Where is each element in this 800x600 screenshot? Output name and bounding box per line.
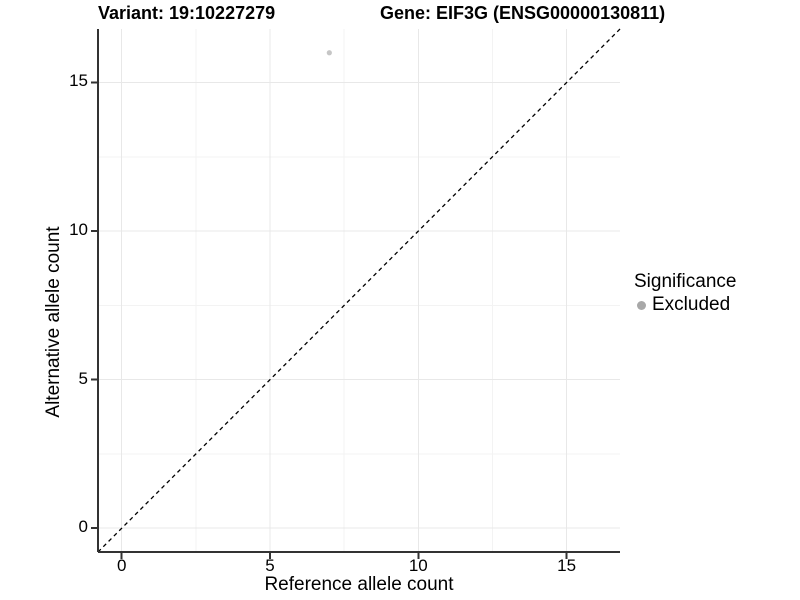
x-axis-label: Reference allele count: [264, 574, 454, 595]
x-tick-label: 10: [408, 556, 428, 575]
legend-entries: Excluded: [634, 294, 736, 316]
y-tick-label: 15: [69, 71, 88, 91]
y-axis-label: Alternative allele count: [43, 226, 64, 418]
plot-panel: [91, 28, 621, 559]
legend-point-icon: [637, 300, 646, 310]
y-tick-label: 10: [69, 220, 88, 240]
title-variant: Variant: 19:10227279: [98, 3, 276, 23]
y-tick-label: 0: [78, 517, 88, 537]
identity-line: [97, 28, 621, 553]
legend-title: Significance: [634, 271, 737, 292]
legend: Significance Excluded: [634, 271, 736, 316]
x-tick-label: 15: [557, 556, 577, 575]
legend-entry: Excluded: [634, 294, 736, 316]
y-tick-label: 5: [78, 368, 88, 388]
x-tick-label: 5: [265, 556, 275, 575]
title-gene: Gene: EIF3G (ENSG00000130811): [380, 3, 666, 23]
scatter-plot-canvas: [91, 28, 621, 559]
x-tick-label: 0: [116, 556, 127, 575]
data-point: [326, 50, 332, 56]
legend-entry-label: Excluded: [652, 294, 731, 315]
